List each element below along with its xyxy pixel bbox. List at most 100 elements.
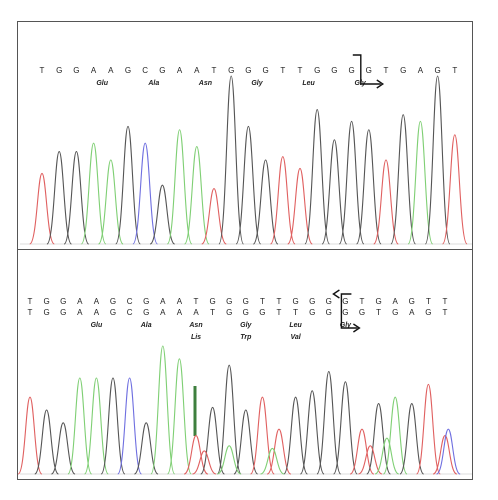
mutant-base-call-primary: A bbox=[160, 297, 166, 306]
reading-frame-bracket bbox=[352, 54, 381, 85]
peak-G bbox=[233, 409, 259, 475]
reference-base-call: A bbox=[91, 66, 97, 75]
peak-G bbox=[366, 403, 391, 475]
mutant-amino-acid-shifted: Val bbox=[290, 334, 301, 341]
mutant-base-call-primary: G bbox=[143, 297, 149, 306]
mutant-base-call-secondary: T bbox=[376, 308, 381, 317]
peak-A bbox=[84, 377, 109, 475]
mutant-base-call-primary: G bbox=[243, 297, 249, 306]
arrow-right-icon bbox=[376, 79, 385, 89]
mutant-base-call-secondary: A bbox=[177, 308, 183, 317]
reference-base-call: C bbox=[142, 66, 148, 75]
peak-A bbox=[167, 358, 192, 475]
arrow-left-icon bbox=[332, 289, 340, 299]
peak-G bbox=[338, 120, 365, 245]
peak-G bbox=[424, 75, 451, 245]
reference-amino-acid: Ala bbox=[147, 80, 159, 87]
mutant-base-call-primary: A bbox=[393, 297, 399, 306]
reference-base-call: G bbox=[228, 66, 234, 75]
peak-T bbox=[266, 428, 292, 475]
reference-base-call: G bbox=[125, 66, 131, 75]
mutant-base-call-primary: G bbox=[409, 297, 415, 306]
peak-G bbox=[333, 381, 358, 475]
peak-T bbox=[29, 172, 55, 245]
reference-trace-plot: T G G A A G C G A A T G G G T T G G G G T G A G T Glu Ala Asn Gly Leu… bbox=[20, 54, 472, 245]
reference-base-call: A bbox=[194, 66, 200, 75]
mutant-base-call-secondary: T bbox=[293, 308, 298, 317]
peak-G bbox=[283, 396, 308, 475]
mutant-amino-acid-wildtype: Leu bbox=[289, 322, 302, 329]
reference-base-call: A bbox=[418, 66, 424, 75]
mutant-base-call-secondary: G bbox=[43, 308, 49, 317]
peak-A bbox=[183, 146, 210, 245]
peak-G bbox=[321, 139, 348, 245]
mutant-trace-plot: T G G A A G C G A A T G G G T T G G G G T G A G T TT G G A A G C G A A A T G G… bbox=[18, 289, 472, 475]
mutant-amino-acid-wildtype: Ala bbox=[140, 322, 152, 329]
peak-C bbox=[132, 142, 159, 245]
mutant-base-call-primary: G bbox=[342, 297, 348, 306]
reference-amino-acid: Asn bbox=[198, 80, 212, 87]
mutant-base-call-primary: T bbox=[194, 297, 199, 306]
peak-A bbox=[166, 129, 193, 245]
mutant-base-call-primary: T bbox=[277, 297, 282, 306]
mutant-base-call-primary: A bbox=[177, 297, 183, 306]
reference-base-call: G bbox=[434, 66, 440, 75]
peak-A bbox=[80, 142, 107, 245]
secondary-peak-C bbox=[435, 428, 461, 475]
peak-A bbox=[150, 345, 176, 475]
peak-G bbox=[216, 364, 242, 475]
mutant-base-call-secondary: A bbox=[160, 308, 166, 317]
reference-amino-acid: Gly bbox=[251, 80, 263, 87]
peak-T bbox=[349, 428, 375, 475]
reference-base-call: G bbox=[56, 66, 62, 75]
peak-A bbox=[67, 377, 93, 475]
peak-T bbox=[441, 134, 468, 245]
peak-T bbox=[250, 396, 275, 475]
mutant-base-call-secondary: G bbox=[60, 308, 66, 317]
reference-base-call: T bbox=[298, 66, 303, 75]
mutant-base-call-secondary: G bbox=[143, 308, 149, 317]
mutant-amino-acid-wildtype: Gly bbox=[240, 322, 252, 329]
arrow-right-icon bbox=[353, 323, 361, 333]
reference-base-call: A bbox=[177, 66, 183, 75]
peak-G bbox=[316, 371, 342, 475]
mutant-base-call-primary: A bbox=[94, 297, 100, 306]
mutant-amino-acid-shifted: Lis bbox=[191, 334, 201, 341]
mutant-base-call-secondary: G bbox=[326, 308, 332, 317]
peak-G bbox=[355, 129, 382, 245]
reference-chromatogram-panel: T G G A A G C G A A T G G G T T G G G G T G A G T Glu Ala Asn Gly Leu… bbox=[17, 21, 473, 250]
mutant-base-call-secondary: A bbox=[193, 308, 199, 317]
mutant-base-call-primary: G bbox=[292, 297, 298, 306]
mutant-base-call-primary: G bbox=[60, 297, 66, 306]
mutant-base-call-primary: T bbox=[260, 297, 265, 306]
reference-base-call: T bbox=[212, 66, 217, 75]
mutant-base-call-primary: G bbox=[326, 297, 332, 306]
secondary-peak-A bbox=[217, 445, 242, 475]
mutant-base-call-primary: T bbox=[426, 297, 431, 306]
peak-G bbox=[304, 109, 331, 245]
reference-base-call: A bbox=[108, 66, 114, 75]
peak-G bbox=[252, 159, 279, 245]
reference-base-call: T bbox=[40, 66, 45, 75]
mutant-base-call-primary: G bbox=[110, 297, 116, 306]
peak-G bbox=[299, 390, 325, 475]
peak-C bbox=[117, 377, 142, 475]
mutant-amino-acid-wildtype: Asn bbox=[188, 322, 202, 329]
peak-A bbox=[382, 396, 408, 475]
mutant-base-call-primary: T bbox=[360, 297, 365, 306]
reference-base-call: G bbox=[159, 66, 165, 75]
mutant-base-call-primary: G bbox=[309, 297, 315, 306]
mutant-base-call-secondary: T bbox=[277, 308, 282, 317]
mutant-base-call-secondary: T bbox=[28, 308, 33, 317]
peak-A bbox=[97, 159, 124, 245]
peak-G bbox=[235, 125, 262, 245]
mutant-base-call-primary: A bbox=[77, 297, 83, 306]
mutant-base-call-secondary: G bbox=[309, 308, 315, 317]
peak-G bbox=[218, 75, 245, 245]
mutant-base-call-primary: G bbox=[209, 297, 215, 306]
mutant-base-call-secondary: C bbox=[127, 308, 133, 317]
secondary-peak-T bbox=[358, 445, 383, 475]
mutant-base-call-secondary: G bbox=[392, 308, 398, 317]
mutant-amino-acid-wildtype: Glu bbox=[91, 322, 103, 329]
